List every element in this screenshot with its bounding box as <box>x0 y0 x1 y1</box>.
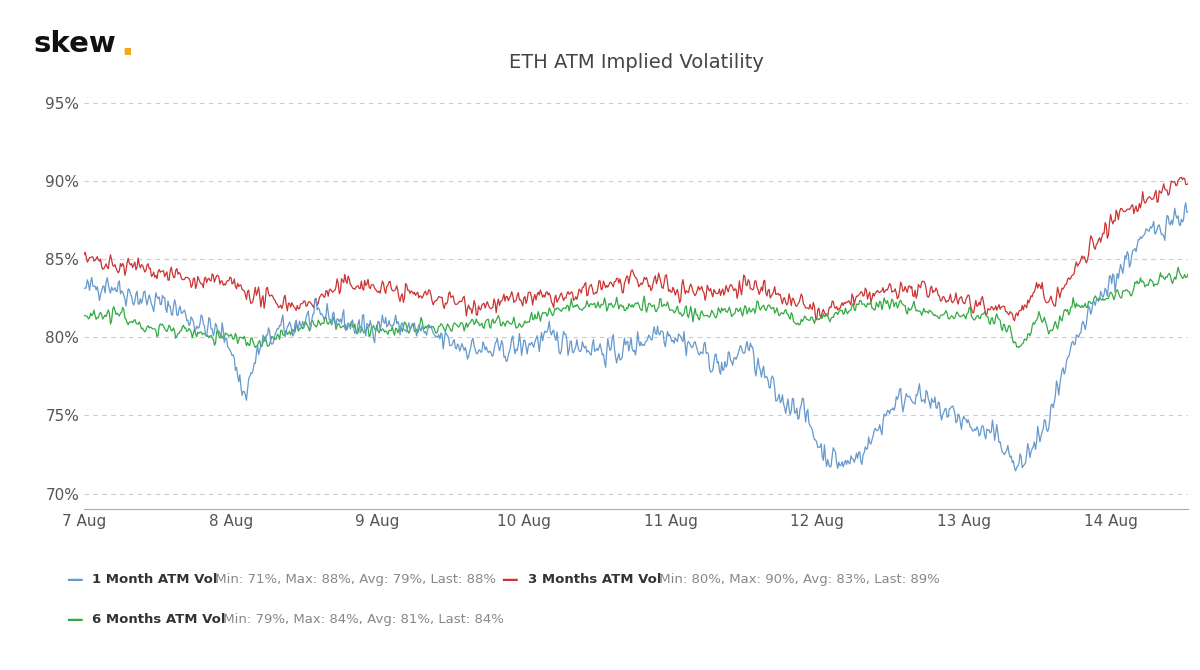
Text: —: — <box>66 571 83 588</box>
Text: Min: 79%, Max: 84%, Avg: 81%, Last: 84%: Min: 79%, Max: 84%, Avg: 81%, Last: 84% <box>220 613 504 626</box>
Text: Min: 71%, Max: 88%, Avg: 79%, Last: 88%: Min: 71%, Max: 88%, Avg: 79%, Last: 88% <box>211 573 497 586</box>
Text: —: — <box>66 611 83 628</box>
Text: 3 Months ATM Vol: 3 Months ATM Vol <box>528 573 661 586</box>
Text: 6 Months ATM Vol: 6 Months ATM Vol <box>92 613 226 626</box>
Text: 1 Month ATM Vol: 1 Month ATM Vol <box>92 573 218 586</box>
Text: .: . <box>120 28 133 62</box>
Text: Min: 80%, Max: 90%, Avg: 83%, Last: 89%: Min: 80%, Max: 90%, Avg: 83%, Last: 89% <box>655 573 940 586</box>
Title: ETH ATM Implied Volatility: ETH ATM Implied Volatility <box>509 53 763 72</box>
Text: —: — <box>502 571 518 588</box>
Text: skew: skew <box>34 29 116 58</box>
